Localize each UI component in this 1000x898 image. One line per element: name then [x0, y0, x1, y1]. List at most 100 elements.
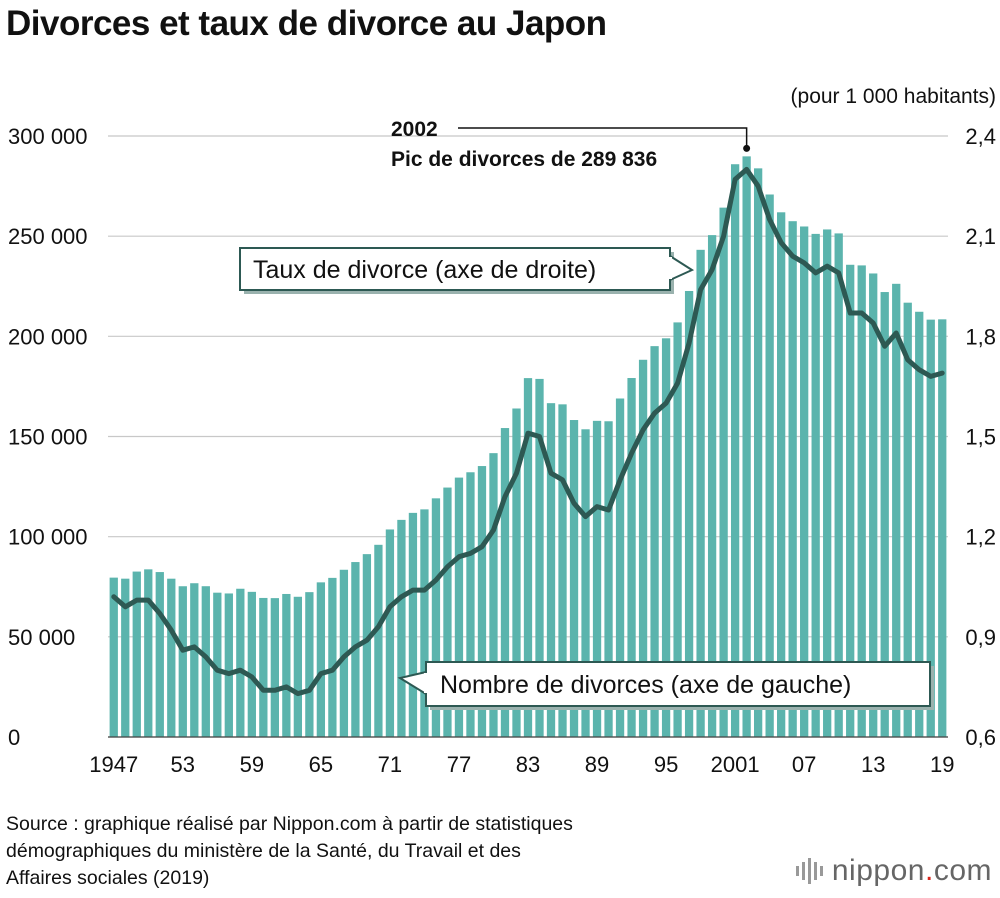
- bar: [592, 420, 602, 737]
- y-left-tick-label: 100 000: [8, 525, 88, 550]
- series-line-taux: [111, 166, 945, 697]
- bar: [730, 164, 740, 737]
- bar: [500, 428, 510, 737]
- bar: [132, 571, 141, 737]
- bar: [800, 226, 809, 737]
- bar: [282, 593, 291, 737]
- bar: [615, 398, 625, 737]
- y-right-tick-label: 2,4: [965, 124, 996, 149]
- y-left-tick-label: 300 000: [8, 124, 88, 149]
- divorce-chart: 0 50 000 100 000 150 000 200 000 250 000 300 0…: [8, 85, 996, 777]
- bar: [167, 578, 176, 737]
- bar: [270, 598, 279, 737]
- bar: [846, 264, 855, 737]
- y-left-tick-label: 50 000: [8, 625, 75, 650]
- bar: [661, 338, 671, 737]
- x-tick-label: 07: [792, 752, 816, 777]
- bar: [811, 233, 820, 738]
- bar: [753, 168, 763, 737]
- x-tick-label: 71: [378, 752, 402, 777]
- bar: [523, 378, 533, 737]
- bar: [880, 292, 889, 737]
- x-tick-label: 65: [309, 752, 333, 777]
- y-right-tick-label: 1,8: [965, 324, 996, 349]
- y-left-tick-label: 150 000: [8, 425, 88, 450]
- y-right-tick-label: 1,2: [965, 525, 996, 550]
- bar: [535, 378, 544, 737]
- bar: [316, 582, 326, 737]
- bar: [707, 235, 717, 737]
- x-tick-label: 83: [516, 752, 540, 777]
- bar: [650, 346, 659, 737]
- bar: [339, 569, 349, 737]
- bar: [765, 194, 774, 737]
- x-tick-label: 53: [171, 752, 195, 777]
- logo-mark-icon: [795, 858, 823, 884]
- bar: [684, 290, 694, 737]
- logo-suffix: com: [933, 854, 992, 887]
- bar: [638, 359, 648, 737]
- bar: [374, 544, 383, 737]
- bar: [834, 233, 843, 737]
- bar: [466, 472, 475, 737]
- bar: [696, 249, 705, 737]
- callout-box-count: [425, 661, 931, 707]
- logo-text: nippon: [831, 854, 925, 887]
- peak-year-label: 2002: [391, 118, 438, 141]
- bar: [869, 273, 878, 737]
- bar: [558, 404, 567, 737]
- chart-title: Divorces et taux de divorce au Japon: [6, 4, 607, 43]
- x-tick-label: 77: [447, 752, 471, 777]
- y-right-tick-label: 1,5: [965, 425, 996, 450]
- bar: [420, 509, 429, 737]
- bar: [190, 583, 199, 737]
- bar: [903, 302, 912, 737]
- bar: [569, 420, 579, 737]
- callout-count-label: Nombre de divorces (axe de gauche): [440, 671, 851, 699]
- callout-pointer: [669, 254, 695, 282]
- y-right-tick-label: 2,1: [965, 224, 996, 249]
- bar: [121, 578, 130, 737]
- bar: [109, 577, 118, 737]
- bar: [581, 429, 590, 737]
- y-left-tick-label: 0: [8, 725, 20, 750]
- peak-marker: [743, 144, 751, 152]
- bar: [397, 519, 406, 737]
- bar: [408, 512, 418, 737]
- bar: [385, 529, 395, 737]
- x-tick-label: 89: [585, 752, 609, 777]
- bar: [512, 408, 521, 737]
- bar: [604, 421, 613, 737]
- x-tick-label: 2001: [711, 752, 760, 777]
- callout-pointer-join: [668, 257, 672, 279]
- bar: [213, 592, 222, 737]
- source-line: Affaires sociales (2019): [6, 867, 210, 889]
- bar: [236, 588, 245, 737]
- bar: [362, 554, 372, 737]
- bar: [627, 378, 636, 737]
- y-left-tick-label: 200 000: [8, 324, 88, 349]
- callout-pointer-join: [424, 673, 428, 693]
- peak-leader-line: [458, 127, 748, 149]
- source-line: démographiques du ministère de la Santé,…: [6, 840, 521, 862]
- peak-value-label: Pic de divorces de 289 836: [391, 148, 657, 171]
- x-tick-label: 1947: [89, 752, 138, 777]
- bar: [788, 221, 797, 737]
- bar: [489, 453, 498, 737]
- bar: [305, 592, 314, 737]
- bar: [673, 322, 682, 737]
- source-line: Source : graphique réalisé par Nippon.co…: [6, 813, 573, 835]
- x-tick-label: 13: [861, 752, 885, 777]
- x-tick-label: 95: [654, 752, 678, 777]
- bar: [247, 591, 256, 737]
- x-tick-label: 59: [240, 752, 264, 777]
- bar: [259, 597, 268, 737]
- bar: [454, 477, 464, 737]
- bar: [742, 156, 751, 737]
- y-right-tick-label: 0,6: [965, 725, 996, 750]
- callout-rate-label: Taux de divorce (axe de droite): [253, 256, 596, 284]
- bar: [155, 572, 164, 737]
- nippon-logo: nippon. com: [795, 854, 992, 888]
- bar: [823, 229, 832, 737]
- y-right-tick-label: 0,9: [965, 625, 996, 650]
